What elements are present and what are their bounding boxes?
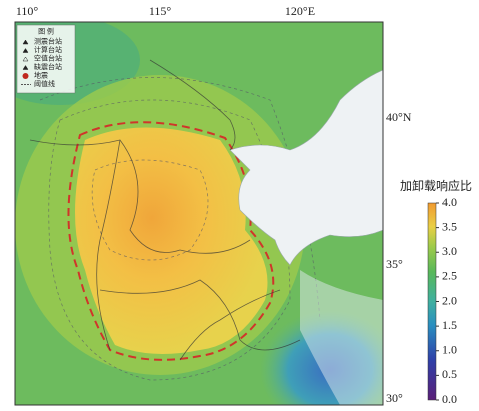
legend-symbol xyxy=(22,39,29,45)
longitude-label: 120°E xyxy=(285,4,315,18)
colorbar-tick-label: 1.0 xyxy=(442,343,457,357)
legend-symbol xyxy=(22,56,29,62)
latitude-label: 40°N xyxy=(386,110,412,124)
colorbar-tick-label: 2.0 xyxy=(442,293,457,307)
legend-label: 缺震台站 xyxy=(34,62,62,71)
colorbar-title: 加卸载响应比 xyxy=(400,178,472,193)
legend-symbol xyxy=(22,65,29,70)
legend-label: 计算台站 xyxy=(34,45,62,54)
colorbar-tick-label: 4.0 xyxy=(442,195,457,209)
colorbar-tick-label: 2.5 xyxy=(442,269,457,283)
map-frame xyxy=(14,21,384,406)
colorbar-tick-label: 0.0 xyxy=(442,392,457,406)
contours xyxy=(39,77,321,381)
legend-label: 阈值线 xyxy=(34,79,55,88)
sea xyxy=(229,69,383,266)
longitude-label: 115° xyxy=(149,4,172,18)
sea-south xyxy=(300,270,383,405)
map-area xyxy=(15,22,383,405)
legend-title: 图 例 xyxy=(38,27,54,36)
colorbar-tick-label: 0.5 xyxy=(442,367,457,381)
legend-label: 地震 xyxy=(34,71,48,80)
legend-label: 空值台站 xyxy=(34,54,62,63)
longitude-label: 110° xyxy=(16,4,39,18)
colorbar-tick-label: 3.0 xyxy=(442,244,457,258)
latitude-label: 30° xyxy=(386,391,403,405)
latitude-label: 35° xyxy=(386,257,403,271)
province-borders xyxy=(29,59,301,361)
legend-label: 测震台站 xyxy=(34,37,62,46)
threshold-line xyxy=(67,121,275,361)
colorbar-tick-label: 1.5 xyxy=(442,318,457,332)
colorbar-tick-label: 3.5 xyxy=(442,219,457,233)
colorbar xyxy=(427,202,437,401)
legend-symbol xyxy=(22,73,29,79)
legend-symbol xyxy=(22,48,29,53)
